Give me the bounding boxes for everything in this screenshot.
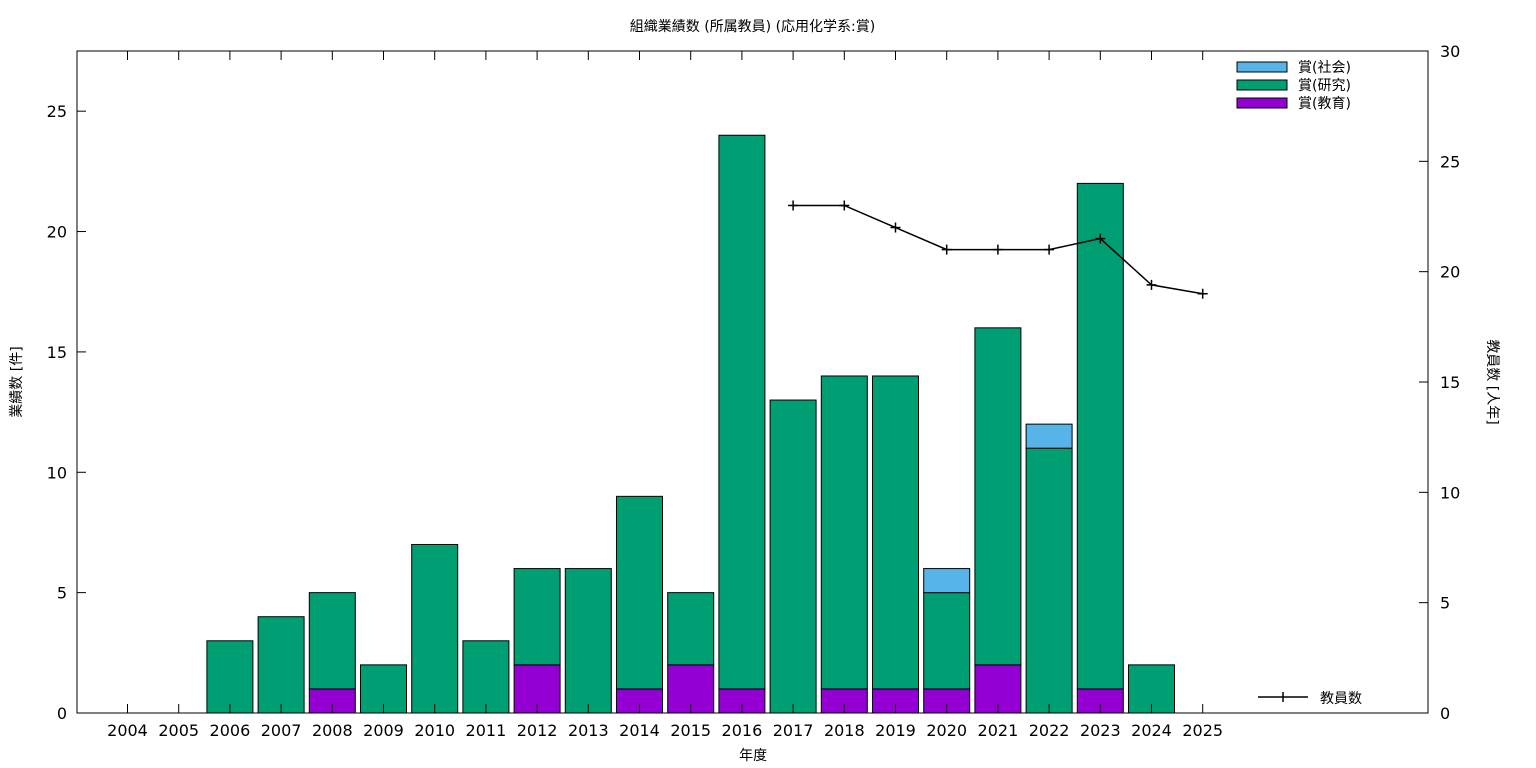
bar-2011-s1 (462, 640, 510, 714)
y-tick-label-25: 25 (47, 102, 67, 121)
y2-axis-label: 教員数 [人年] (1484, 339, 1500, 424)
y-axis-label: 業績数 [件] (9, 346, 25, 417)
bar-2006-s1 (206, 640, 254, 714)
bar-2022-s2 (1025, 423, 1073, 449)
line-point-2021 (992, 244, 1003, 255)
legend-line-label: 教員数 (1320, 691, 1362, 707)
legend-label-0: 賞(社会) (1298, 60, 1351, 76)
bar-2023-s1 (1076, 182, 1124, 690)
line-point-2025 (1197, 288, 1208, 299)
bar-2014-s1 (616, 495, 663, 690)
x-tick-label-2008: 2008 (312, 721, 353, 740)
line-point-2022 (1044, 244, 1055, 255)
chart-title: 組織業績数 (所属教員) (応用化学系:賞) (630, 19, 875, 35)
y2-tick-label-10: 10 (1440, 483, 1460, 502)
x-tick-label-2018: 2018 (824, 721, 865, 740)
bar-2019-s1 (872, 375, 919, 690)
x-tick-label-2025: 2025 (1182, 721, 1223, 740)
y2-tick-label-20: 20 (1440, 263, 1460, 282)
bar-2007-s1 (257, 616, 305, 714)
x-axis-label: 年度 (739, 748, 767, 764)
bar-2017-s1 (769, 399, 817, 714)
line-point-2024 (1146, 279, 1157, 290)
x-tick-label-2015: 2015 (670, 721, 711, 740)
bar-2020-s1 (923, 592, 971, 690)
x-tick-label-2014: 2014 (619, 721, 660, 740)
x-tick-label-2010: 2010 (414, 721, 455, 740)
x-tick-label-2007: 2007 (261, 721, 302, 740)
x-tick-label-2006: 2006 (210, 721, 251, 740)
bar-2021-s1 (974, 327, 1022, 666)
y2-tick-label-5: 5 (1440, 594, 1450, 613)
y-tick-label-0: 0 (57, 704, 67, 723)
x-tick-label-2005: 2005 (158, 721, 199, 740)
x-tick-label-2020: 2020 (926, 721, 967, 740)
x-tick-label-2017: 2017 (773, 721, 814, 740)
x-tick-label-2009: 2009 (363, 721, 404, 740)
x-tick-label-2021: 2021 (978, 721, 1019, 740)
legend-swatch-2 (1236, 97, 1288, 109)
x-tick-label-2024: 2024 (1131, 721, 1172, 740)
x-tick-label-2022: 2022 (1029, 721, 1070, 740)
x-tick-label-2012: 2012 (517, 721, 558, 740)
x-tick-label-2004: 2004 (107, 721, 148, 740)
legend-label-2: 賞(教育) (1298, 96, 1351, 112)
x-tick-label-2011: 2011 (466, 721, 507, 740)
line-point-2018 (839, 200, 850, 211)
bar-2013-s1 (564, 568, 612, 714)
bar-2018-s1 (820, 375, 868, 690)
line-point-2023 (1095, 233, 1106, 244)
line-layer (788, 200, 1208, 299)
line-point-2020 (941, 244, 952, 255)
line-point-2019 (890, 222, 901, 233)
legend-label-1: 賞(研究) (1298, 78, 1351, 94)
y-tick-label-15: 15 (47, 343, 67, 362)
bar-2020-s2 (923, 568, 971, 594)
bar-2022-s1 (1025, 447, 1073, 714)
line-point-2017 (788, 200, 799, 211)
x-tick-label-2023: 2023 (1080, 721, 1121, 740)
bar-2012-s1 (513, 568, 561, 666)
bar-2015-s1 (667, 592, 715, 666)
y2-tick-label-0: 0 (1440, 704, 1450, 723)
x-tick-label-2013: 2013 (568, 721, 609, 740)
y2-tick-label-25: 25 (1440, 152, 1460, 171)
legend-swatch-0 (1236, 61, 1288, 73)
legend-swatch-1 (1236, 79, 1288, 91)
y-tick-label-10: 10 (47, 463, 67, 482)
y-tick-label-5: 5 (57, 584, 67, 603)
bar-2016-s1 (718, 134, 766, 690)
legend: 賞(社会) 賞(研究) 賞(教育) 教員数 (1236, 60, 1362, 707)
y2-tick-label-15: 15 (1440, 373, 1460, 392)
x-tick-label-2019: 2019 (875, 721, 916, 740)
x-tick-label-2016: 2016 (722, 721, 763, 740)
y2-tick-label-30: 30 (1440, 42, 1460, 61)
bar-2008-s1 (308, 592, 356, 690)
bars-layer (206, 134, 1175, 714)
bar-2010-s1 (411, 543, 459, 714)
y-tick-label-20: 20 (47, 223, 67, 242)
